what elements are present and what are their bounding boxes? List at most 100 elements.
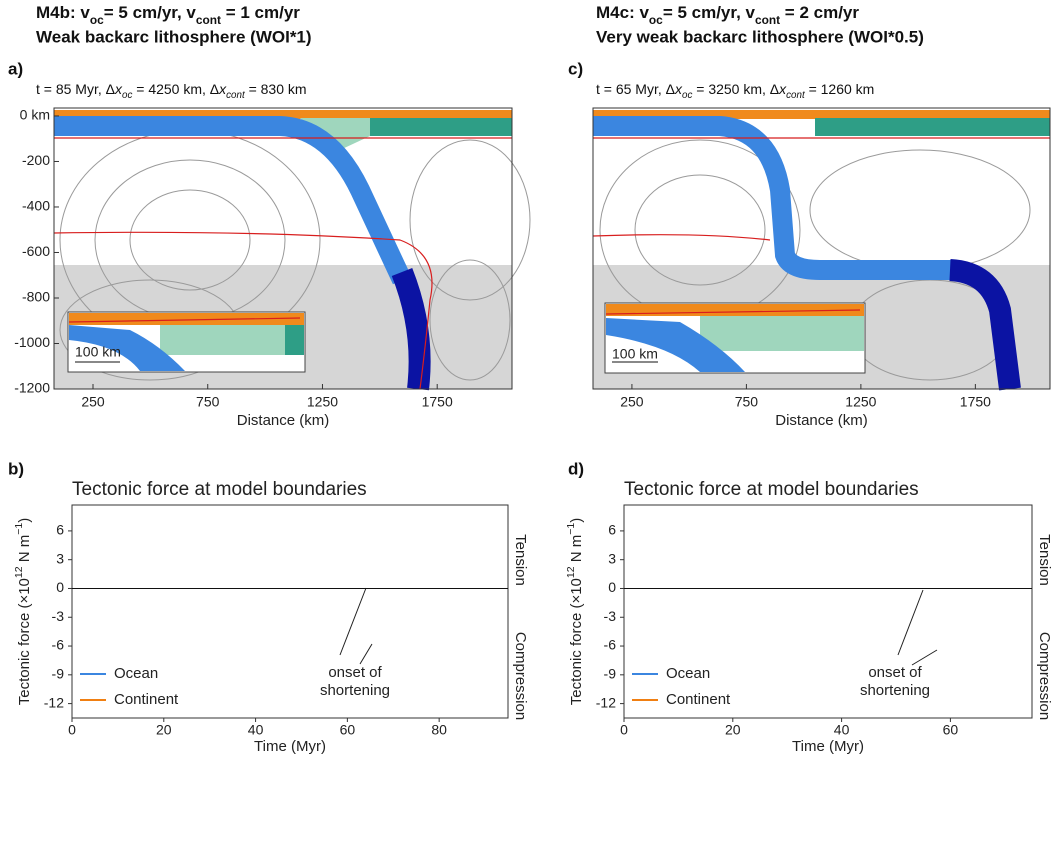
x-tick-label: 1250 xyxy=(845,394,876,410)
y-tick-label: 6 xyxy=(608,522,616,538)
x-tick-label: 750 xyxy=(196,394,220,410)
y-tick-label: -6 xyxy=(604,637,617,653)
x-tick-label: 60 xyxy=(943,722,959,738)
subtitle: Weak backarc lithosphere (WOI*1) xyxy=(36,27,312,46)
x-tick-label: 60 xyxy=(340,722,356,738)
plot-frame xyxy=(623,504,1033,719)
x-tick-label: 250 xyxy=(620,394,644,410)
x-tick-label: 20 xyxy=(156,722,172,738)
side-label: Compression xyxy=(512,632,529,720)
label-part: cont xyxy=(786,90,806,101)
label-part: −1 xyxy=(565,523,577,535)
annotation: shortening xyxy=(860,682,930,699)
plot-frame xyxy=(592,107,1051,390)
annotation-arrows xyxy=(339,587,938,666)
composite-label: t = 65 Myr, Δxoc = 3250 km, Δxcont = 126… xyxy=(596,81,874,101)
panel-letter: c) xyxy=(568,59,583,78)
legend-label: Continent xyxy=(666,691,731,708)
composite-label: M4b: voc= 5 cm/yr, vcont = 1 cm/yr xyxy=(36,3,300,27)
annotation: onset of xyxy=(868,664,922,681)
label-part: oc xyxy=(90,13,104,27)
side-label: Tension xyxy=(1036,534,1053,586)
label-part: t = 65 Myr, Δ xyxy=(596,81,675,97)
label-part: x xyxy=(674,81,683,97)
x-tick-label: 1250 xyxy=(307,394,338,410)
composite-label: Tectonic force (×1012 N m−1) xyxy=(565,518,585,706)
y-tick-label: -1200 xyxy=(14,380,50,396)
panel-letter: d) xyxy=(568,459,584,478)
label-part: M4c: v xyxy=(596,3,649,22)
y-tick-label: -12 xyxy=(596,694,616,710)
label-part: cont xyxy=(226,90,246,101)
subtitle: Very weak backarc lithosphere (WOI*0.5) xyxy=(596,27,924,46)
plot-frame xyxy=(71,504,509,719)
label-part: Tectonic force (×10 xyxy=(16,578,33,705)
label-part: cont xyxy=(196,13,221,27)
y-tick-label: -600 xyxy=(22,243,50,259)
composite-label: Tectonic force (×1012 N m−1) xyxy=(13,518,33,706)
x-axis-label: Time (Myr) xyxy=(792,738,864,755)
x-tick-label: 20 xyxy=(725,722,741,738)
x-tick-label: 0 xyxy=(68,722,76,738)
panel-letter: b) xyxy=(8,459,24,478)
label-part: 12 xyxy=(13,566,25,578)
label-part: x xyxy=(778,81,787,97)
y-tick-label: -6 xyxy=(52,637,65,653)
label-part: M4b: v xyxy=(36,3,90,22)
label-part: N m xyxy=(16,535,33,567)
inset-scale-label: 100 km xyxy=(75,344,121,360)
y-tick-label: 0 xyxy=(608,579,616,595)
y-tick-label: -800 xyxy=(22,289,50,305)
y-tick-label: -9 xyxy=(604,666,617,682)
side-label: Compression xyxy=(1036,632,1053,720)
label-part: ) xyxy=(16,518,33,523)
x-tick-label: 1750 xyxy=(422,394,453,410)
y-tick-label: -3 xyxy=(52,608,65,624)
x-tick-label: 750 xyxy=(735,394,759,410)
panel-letter: a) xyxy=(8,59,23,78)
y-tick-label: -400 xyxy=(22,198,50,214)
label-part: N m xyxy=(568,535,585,567)
x-tick-label: 80 xyxy=(431,722,447,738)
y-tick-label: 3 xyxy=(608,550,616,566)
label-part: = 5 cm/yr, v xyxy=(104,3,197,22)
x-tick-label: 250 xyxy=(81,394,105,410)
label-part: x xyxy=(114,81,123,97)
label-part: = 2 cm/yr xyxy=(780,3,859,22)
y-tick-label: 3 xyxy=(56,550,64,566)
label-part: = 3250 km, Δ xyxy=(692,81,779,97)
x-axis-label: Time (Myr) xyxy=(254,738,326,755)
side-label: Tension xyxy=(512,534,529,586)
chart-title: Tectonic force at model boundaries xyxy=(624,479,919,500)
y-tick-label: 6 xyxy=(56,522,64,538)
x-tick-label: 40 xyxy=(248,722,264,738)
label-part: oc xyxy=(122,90,132,101)
legend-label: Ocean xyxy=(114,665,158,682)
legend-label: Ocean xyxy=(666,665,710,682)
x-axis-label: Distance (km) xyxy=(775,412,868,429)
model-snapshot-c xyxy=(592,108,1050,391)
label-part: oc xyxy=(682,90,692,101)
chart-title: Tectonic force at model boundaries xyxy=(72,479,367,500)
annotation: shortening xyxy=(320,682,390,699)
label-part: 12 xyxy=(565,566,577,578)
label-part: Tectonic force (×10 xyxy=(568,578,585,705)
x-tick-label: 0 xyxy=(620,722,628,738)
label-part: = 4250 km, Δ xyxy=(132,81,219,97)
x-tick-label: 1750 xyxy=(960,394,991,410)
y-tick-label: 0 xyxy=(56,579,64,595)
legend-label: Continent xyxy=(114,691,179,708)
y-tick-label: -12 xyxy=(44,694,64,710)
label-part: = 1260 km xyxy=(805,81,875,97)
label-part: cont xyxy=(755,13,780,27)
label-part: ) xyxy=(568,518,585,523)
annotation: onset of xyxy=(328,664,382,681)
inset-scale-label: 100 km xyxy=(612,346,658,362)
plot-frame xyxy=(53,107,513,390)
label-part: = 830 km xyxy=(245,81,307,97)
y-tick-label: -1000 xyxy=(14,334,50,350)
composite-label: M4c: voc= 5 cm/yr, vcont = 2 cm/yr xyxy=(596,3,859,27)
label-part: −1 xyxy=(13,523,25,535)
x-tick-label: 40 xyxy=(834,722,850,738)
